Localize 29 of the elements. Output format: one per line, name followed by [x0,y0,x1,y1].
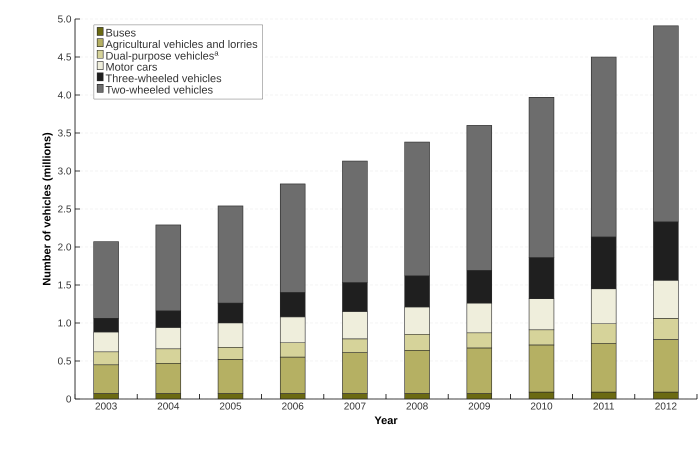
x-tick-label: 2005 [220,402,242,410]
y-tick-label: 3.5 [58,129,72,137]
legend-label: Three-wheeled vehicles [106,74,222,82]
legend-label: Dual-purpose vehicles$^{a}$ [106,51,219,62]
legend-label: Buses [106,28,136,37]
y-tick-label: 5.0 [58,15,72,23]
y-tick-label: 3.0 [58,167,72,175]
x-tick-label: 2006 [282,402,304,410]
y-tick-label: 4.0 [58,91,72,99]
y-axis-title: Number of vehicles (millions) [42,132,53,285]
legend-label: Two-wheeled vehicles [106,86,213,94]
x-tick-label: 2004 [158,402,180,410]
y-tick-label: 4.5 [58,54,72,60]
x-tick-label: 2009 [468,402,490,410]
y-tick-label: 0 [66,395,72,403]
x-tick-label: 2008 [406,402,428,410]
x-tick-label: 2011 [593,402,614,410]
y-tick-label: 1.5 [58,281,72,288]
y-tick-label: 2.0 [58,243,72,251]
x-tick-label: 2012 [655,402,677,410]
x-tick-label: 2010 [530,402,552,410]
legend-label: Motor cars [106,63,158,71]
y-tick-label: 1.0 [58,319,72,327]
y-tick-label: 0.5 [58,357,72,365]
legend-label: Agricultural vehicles and lorries [105,40,258,50]
x-tick-label: 2007 [344,402,366,410]
x-tick-label: 2003 [95,402,117,410]
y-tick-label: 2.5 [58,205,72,213]
x-axis-title: Year [374,416,398,424]
